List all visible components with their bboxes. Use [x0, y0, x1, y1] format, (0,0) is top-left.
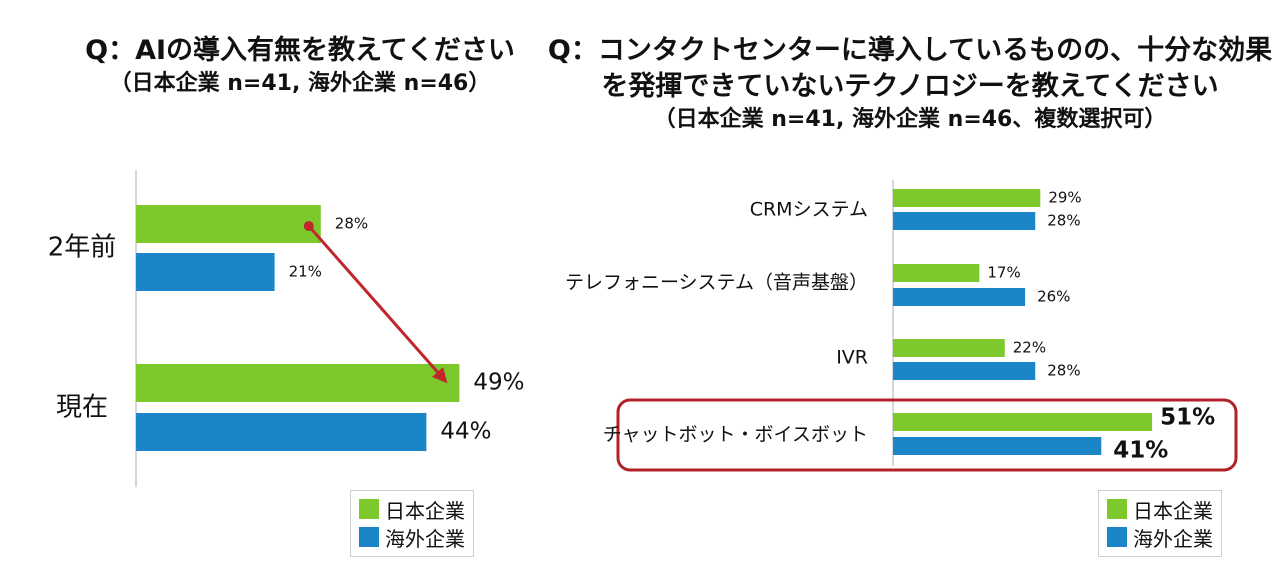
left-chart-title: Q：AIの導入有無を教えてください （日本企業 n=41, 海外企業 n=46） [40, 33, 560, 99]
category-label: IVR [836, 347, 868, 369]
bar-japan [136, 364, 460, 402]
data-label-overseas: 28% [1047, 362, 1080, 380]
data-label-japan: 22% [1013, 339, 1046, 357]
legend-label-overseas: 海外企業 [385, 526, 465, 551]
legend-item-japan: 日本企業 [359, 495, 465, 523]
legend-label-japan: 日本企業 [385, 498, 465, 523]
bar-japan [893, 339, 1005, 357]
bar-japan [136, 205, 321, 243]
legend-swatch-japan [359, 499, 379, 519]
data-label-japan: 49% [473, 370, 524, 396]
bar-overseas [893, 362, 1036, 380]
data-label-overseas: 41% [1113, 438, 1168, 464]
legend-swatch-overseas [1107, 527, 1127, 547]
left-title-line2: （日本企業 n=41, 海外企業 n=46） [109, 71, 491, 96]
data-label-japan: 29% [1048, 189, 1081, 207]
legend-swatch-overseas [359, 527, 379, 547]
trend-arrow [307, 225, 448, 384]
bar-overseas [893, 288, 1026, 306]
data-label-overseas: 28% [1047, 212, 1080, 230]
category-label: テレフォニーシステム（音声基盤） [565, 272, 868, 294]
category-label: CRMシステム [750, 199, 868, 221]
legend-item-overseas: 海外企業 [359, 523, 465, 551]
category-label: チャットボット・ボイスボット [603, 424, 868, 446]
bar-overseas [893, 437, 1102, 455]
legend-swatch-japan [1107, 499, 1127, 519]
legend-label-overseas: 海外企業 [1133, 526, 1213, 551]
legend-item-japan: 日本企業 [1107, 495, 1213, 523]
bar-japan [893, 413, 1153, 431]
data-label-japan: 17% [987, 264, 1020, 282]
highlight-box [616, 398, 1238, 472]
legend-label-japan: 日本企業 [1133, 498, 1213, 523]
data-label-overseas: 44% [440, 419, 491, 445]
bar-overseas [136, 413, 427, 451]
bar-japan [893, 189, 1041, 207]
right-legend: 日本企業 海外企業 [1098, 490, 1222, 557]
right-title-line2: を発揮できていないテクノロジーを教えてください [601, 71, 1219, 102]
data-label-overseas: 21% [289, 263, 322, 281]
legend-item-overseas: 海外企業 [1107, 523, 1213, 551]
right-title-line1: Q：コンタクトセンターに導入しているものの、十分な効果 [547, 35, 1273, 66]
data-label-japan: 28% [335, 215, 368, 233]
category-label: 2年前 [48, 233, 117, 263]
data-label-japan: 51% [1160, 405, 1215, 431]
left-legend: 日本企業 海外企業 [350, 490, 474, 557]
right-chart-title: Q：コンタクトセンターに導入しているものの、十分な効果 を発揮できていないテクノ… [540, 33, 1280, 135]
bar-overseas [893, 212, 1036, 230]
left-title-line1: Q：AIの導入有無を教えてください [85, 35, 515, 66]
bar-japan [893, 264, 980, 282]
right-title-line3: （日本企業 n=41, 海外企業 n=46、複数選択可） [653, 107, 1167, 132]
bar-overseas [136, 253, 275, 291]
category-label: 現在 [56, 393, 108, 423]
data-label-overseas: 26% [1037, 288, 1070, 306]
